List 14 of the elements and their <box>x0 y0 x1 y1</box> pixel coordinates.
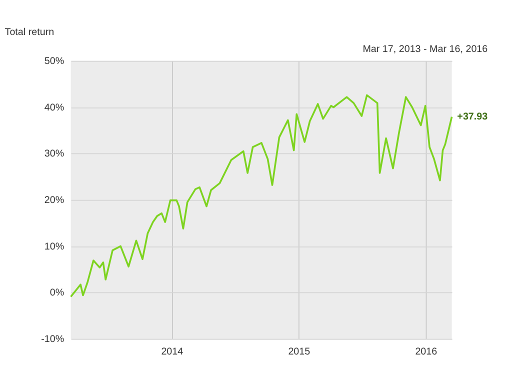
y-tick-label: 20% <box>44 195 64 206</box>
y-tick-label: 10% <box>44 241 64 252</box>
y-tick-label: 30% <box>44 148 64 160</box>
y-tick-label: 40% <box>44 102 64 114</box>
chart-title: Total return <box>4 26 54 38</box>
annotation: +37.93 <box>457 112 488 123</box>
y-tick-label: 0% <box>50 288 64 299</box>
text: Mar 17, 2013 - Mar 16, 2016 <box>362 44 488 55</box>
x-tick-label: 2016 <box>415 346 438 358</box>
y-tick-label: -10% <box>41 334 64 345</box>
x-tick-label: 2015 <box>288 346 311 358</box>
x-tick-label: 2014 <box>161 346 184 358</box>
y-tick-label: 50% <box>44 56 64 68</box>
line-series <box>70 94 453 298</box>
